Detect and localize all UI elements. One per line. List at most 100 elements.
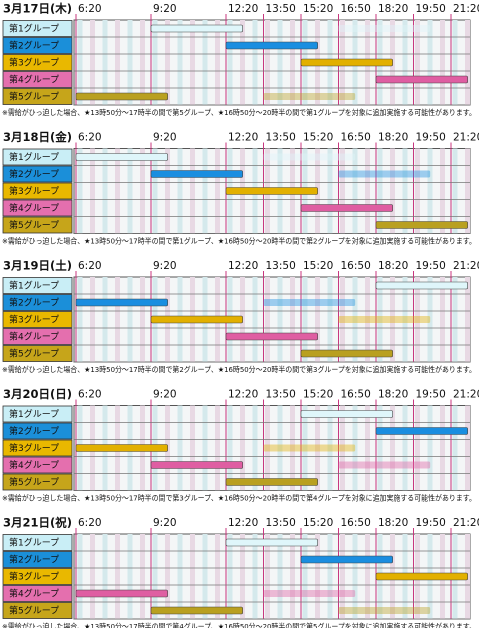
group-label-box	[2, 294, 73, 311]
group-label: 第3グループ	[9, 314, 59, 326]
time-label: 12:20	[228, 389, 258, 401]
group-label-box	[2, 585, 73, 602]
group-label: 第2グループ	[9, 554, 59, 566]
time-label: 16:50	[341, 389, 371, 401]
time-label: 13:50	[266, 132, 296, 144]
group-label-box	[2, 165, 73, 183]
time-label: 16:50	[341, 260, 371, 272]
group-label: 第4グループ	[9, 331, 59, 343]
time-label: 9:20	[153, 260, 177, 272]
outage-bar	[225, 41, 318, 50]
time-label: 18:20	[378, 132, 408, 144]
group-label-box	[2, 345, 73, 362]
time-label: 18:20	[378, 517, 408, 529]
time-label: 16:50	[341, 517, 371, 529]
group-label-box	[2, 328, 73, 345]
group-label-box	[2, 422, 73, 440]
time-label: 19:50	[416, 389, 446, 401]
outage-bar	[300, 349, 393, 358]
group-label: 第4グループ	[9, 588, 59, 600]
time-label: 21:20	[453, 389, 479, 401]
outage-bar	[375, 75, 468, 84]
time-label: 21:20	[453, 517, 479, 529]
outage-bar	[150, 606, 243, 615]
outage-bar	[150, 461, 243, 469]
outage-bar	[225, 478, 318, 486]
time-label: 9:20	[153, 3, 177, 15]
group-label-box	[2, 88, 73, 105]
group-label-box	[2, 473, 73, 491]
possible-outage-bar	[338, 607, 431, 614]
time-label: 18:20	[378, 3, 408, 15]
group-label-box	[2, 602, 73, 619]
outage-bar	[75, 589, 168, 598]
group-label-box	[2, 182, 73, 200]
group-label-box	[2, 148, 73, 166]
outage-bar	[150, 24, 243, 33]
note: ※需給がひっ迫した場合、★13時50分～17時半の間で第1グループ、★16時50…	[2, 237, 476, 246]
day-title: 3月19日(土)	[3, 259, 72, 273]
time-label: 9:20	[153, 389, 177, 401]
outage-bar	[75, 153, 168, 161]
time-label: 15:20	[303, 3, 333, 15]
outage-bar	[375, 572, 468, 581]
outage-bar	[75, 92, 168, 101]
time-label: 21:20	[453, 260, 479, 272]
time-label: 12:20	[228, 260, 258, 272]
group-label: 第3グループ	[9, 185, 59, 197]
group-label: 第5グループ	[9, 91, 59, 103]
time-label: 19:50	[416, 260, 446, 272]
group-label-box	[2, 216, 73, 234]
outage-bar	[225, 187, 318, 195]
group-label-box	[2, 311, 73, 328]
note: ※需給がひっ迫した場合、★13時50分～17時半の間で第4グループ、★16時50…	[2, 622, 476, 628]
group-label-box	[2, 199, 73, 217]
possible-outage-bar	[263, 590, 356, 597]
outage-bar	[300, 555, 393, 564]
outage-bar	[300, 410, 393, 418]
outage-bar	[300, 204, 393, 212]
group-label: 第4グループ	[9, 202, 59, 214]
group-label: 第5グループ	[9, 219, 59, 231]
group-label: 第2グループ	[9, 425, 59, 437]
group-label: 第1グループ	[9, 280, 59, 292]
group-label: 第2グループ	[9, 297, 59, 309]
group-label: 第3グループ	[9, 571, 59, 583]
group-label-box	[2, 277, 73, 294]
time-label: 18:20	[378, 389, 408, 401]
time-label: 6:20	[78, 3, 102, 15]
outage-bar	[375, 221, 468, 229]
time-label: 9:20	[153, 517, 177, 529]
group-label-box	[2, 439, 73, 457]
group-label-box	[2, 54, 73, 71]
outage-bar	[300, 58, 393, 67]
time-label: 12:20	[228, 517, 258, 529]
time-label: 16:50	[341, 3, 371, 15]
note: ※需給がひっ迫した場合、★13時50分～17時半の間で第2グループ、★16時50…	[2, 365, 476, 374]
time-label: 6:20	[78, 389, 102, 401]
group-label: 第3グループ	[9, 57, 59, 69]
time-label: 12:20	[228, 3, 258, 15]
group-label-box	[2, 551, 73, 568]
outage-bar	[375, 427, 468, 435]
outage-bar	[225, 332, 318, 341]
note: ※需給がひっ迫した場合、★13時50分～17時半の間で第3グループ、★16時50…	[2, 494, 476, 503]
group-label-box	[2, 20, 73, 37]
group-label: 第1グループ	[9, 408, 59, 420]
time-label: 15:20	[303, 517, 333, 529]
group-label: 第2グループ	[9, 168, 59, 180]
time-label: 15:20	[303, 260, 333, 272]
day-title: 3月18日(金)	[3, 130, 72, 144]
group-label: 第3グループ	[9, 442, 59, 454]
possible-outage-bar	[263, 153, 356, 161]
group-label-box	[2, 71, 73, 88]
group-label: 第1グループ	[9, 537, 59, 549]
time-label: 18:20	[378, 260, 408, 272]
time-label: 13:50	[266, 3, 296, 15]
group-label-box	[2, 534, 73, 551]
time-label: 19:50	[416, 132, 446, 144]
outage-bar	[150, 315, 243, 324]
time-label: 13:50	[266, 517, 296, 529]
possible-outage-bar	[263, 444, 356, 452]
